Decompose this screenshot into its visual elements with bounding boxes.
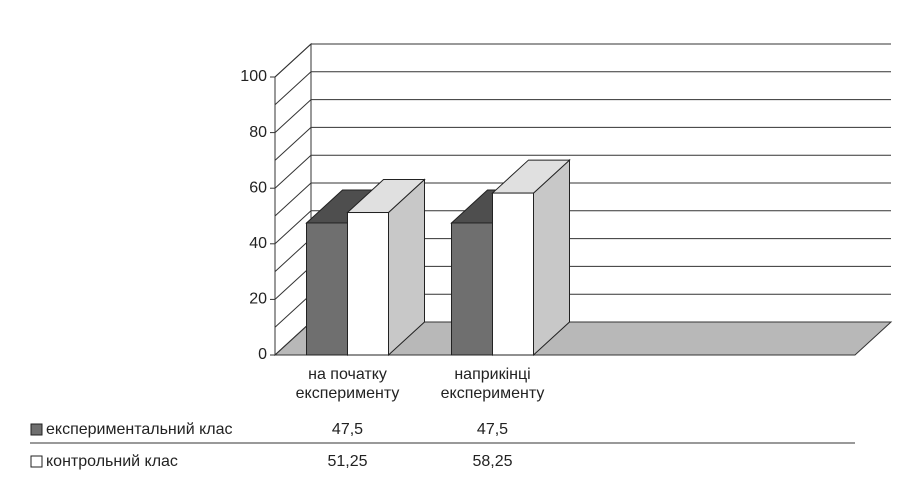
y-tick-label: 40 [249, 235, 267, 252]
minor-grid-line [274, 127, 312, 161]
x-tick-label: наприкінці експерименту [440, 366, 545, 402]
grid-line [274, 266, 312, 300]
grid-line [274, 154, 312, 189]
value-label: 47,5 [332, 421, 363, 438]
grid-line [274, 43, 312, 78]
legend-swatch [30, 423, 43, 436]
minor-grid-line [274, 238, 312, 272]
y-tick-label: 80 [249, 124, 267, 141]
grid-line [274, 99, 312, 133]
bar [451, 222, 493, 356]
y-tick-label: 20 [249, 291, 267, 308]
minor-grid-line [274, 71, 312, 106]
x-tick-label: на початку експерименту [295, 366, 400, 402]
y-tick-label: 100 [240, 68, 267, 85]
legend-swatch [30, 455, 43, 468]
minor-grid-line [274, 293, 312, 328]
value-label: 58,25 [472, 453, 512, 470]
y-tick-label: 0 [258, 346, 267, 363]
minor-grid-line [274, 182, 312, 217]
y-tick-label: 60 [249, 179, 267, 196]
bar [492, 192, 534, 356]
value-label: 51,25 [327, 453, 367, 470]
legend-label: контрольний клас [46, 453, 178, 470]
bar [347, 212, 389, 356]
grid-line [274, 321, 312, 356]
bar-side [533, 158, 570, 357]
bar [306, 222, 348, 356]
legend-label: експериментальний клас [46, 421, 233, 438]
grid-line [274, 210, 312, 245]
value-label: 47,5 [477, 421, 508, 438]
